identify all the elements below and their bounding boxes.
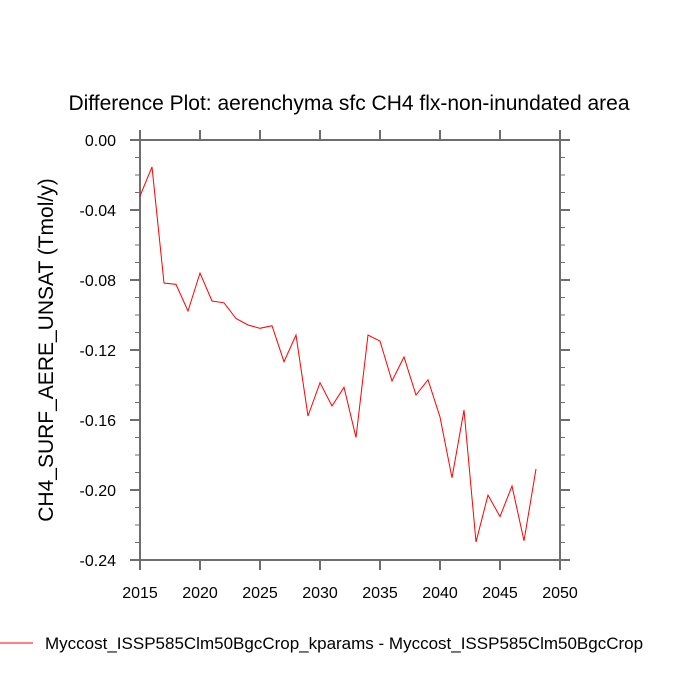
y-tick-label: -0.12	[80, 343, 117, 360]
x-tick-label: 2020	[182, 585, 218, 602]
y-tick-label: -0.04	[80, 203, 117, 220]
x-tick-label: 2045	[482, 585, 518, 602]
y-axis-label: CH4_SURF_AERE_UNSAT (Tmol/y)	[35, 178, 58, 521]
y-tick-label: -0.24	[80, 553, 117, 570]
ticks	[130, 130, 570, 570]
tick-labels: 2015 2020 2025 2030 2035 2040 2045 2050 0.00 -0.0…	[80, 133, 578, 602]
chart-title: Difference Plot: aerenchyma sfc CH4 flx-…	[68, 92, 629, 115]
series-line	[139, 166, 537, 543]
plot-frame	[139, 139, 561, 561]
legend-label: Myccost_ISSP585Clm50BgcCrop_kparams - My…	[45, 634, 643, 653]
x-tick-label: 2015	[122, 585, 158, 602]
x-tick-label: 2035	[362, 585, 398, 602]
legend: Myccost_ISSP585Clm50BgcCrop_kparams - My…	[0, 634, 643, 653]
y-tick-label: 0.00	[85, 133, 116, 150]
series-layer	[139, 166, 537, 543]
x-tick-label: 2025	[242, 585, 278, 602]
x-tick-label: 2050	[542, 585, 578, 602]
x-tick-label: 2030	[302, 585, 338, 602]
y-tick-label: -0.20	[80, 483, 117, 500]
y-tick-label: -0.16	[80, 413, 117, 430]
y-tick-label: -0.08	[80, 273, 117, 290]
x-tick-label: 2040	[422, 585, 458, 602]
axes	[130, 139, 570, 561]
